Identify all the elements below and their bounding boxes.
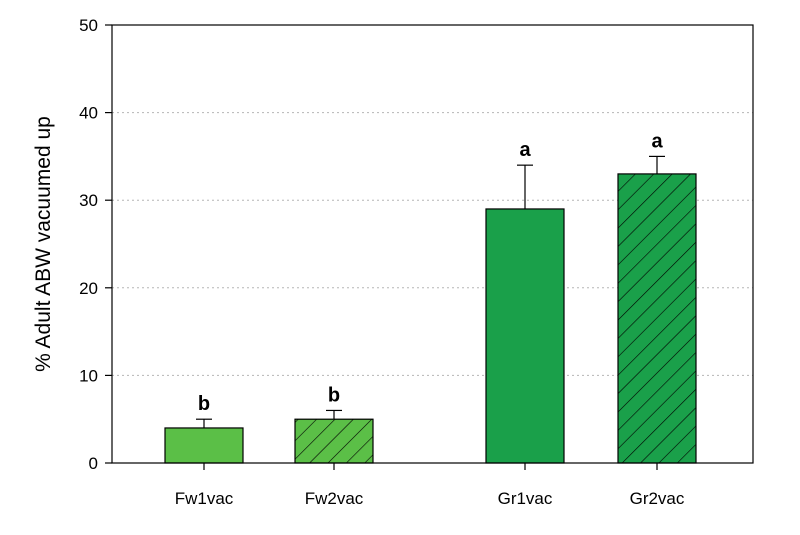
- x-axis-ticks: Fw1vac Fw2vac Gr1vac Gr2vac: [175, 463, 685, 508]
- y-tick-label: 30: [79, 191, 98, 210]
- bar-hatch: [618, 173, 696, 464]
- gridlines: [112, 112, 753, 376]
- y-axis-ticks: 0 10 20 30 40 50: [79, 16, 112, 473]
- bar-hatch: [295, 419, 373, 463]
- x-tick-label: Gr2vac: [630, 489, 685, 508]
- significance-label: b: [198, 393, 210, 415]
- plot-frame: [111, 24, 754, 464]
- y-tick-label: 10: [79, 366, 98, 385]
- significance-label: a: [519, 139, 531, 161]
- x-tick-label: Fw1vac: [175, 489, 234, 508]
- x-tick-label: Fw2vac: [305, 489, 364, 508]
- significance-label: b: [328, 384, 340, 406]
- bars: b b a a: [164, 130, 697, 464]
- bar: [164, 427, 244, 464]
- y-tick-label: 40: [79, 104, 98, 123]
- bar: [485, 208, 565, 464]
- y-tick-label: 20: [79, 279, 98, 298]
- axes: [111, 24, 754, 464]
- y-tick-label: 0: [89, 454, 98, 473]
- significance-label: a: [651, 130, 663, 152]
- y-axis-title: % Adult ABW vacuumed up: [32, 116, 55, 372]
- x-tick-label: Gr1vac: [498, 489, 553, 508]
- y-tick-label: 50: [79, 16, 98, 35]
